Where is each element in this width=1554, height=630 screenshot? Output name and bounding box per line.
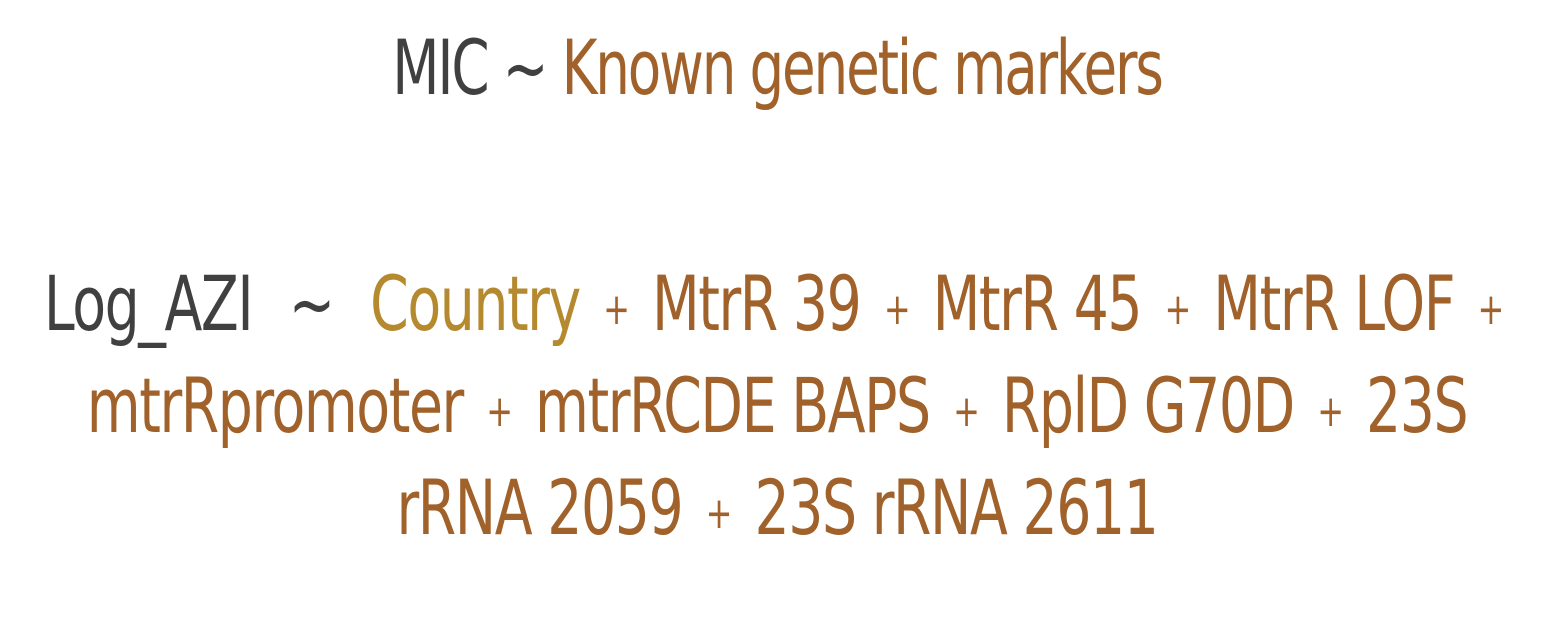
formula-tilde: ~ [288,259,335,348]
plus-sign: + [1317,386,1344,437]
term-rpld-g70d: RplD G70D [1001,361,1295,450]
model-formula: Log_AZI ~ Country + MtrR 39 + MtrR 45 + … [20,256,1534,562]
term-mtrr-45: MtrR 45 [932,259,1143,348]
plus-sign: + [705,488,733,539]
title-rhs: Known genetic markers [561,23,1164,112]
formula-response: Log_AZI [43,259,254,348]
plus-sign: + [603,284,630,335]
slide-title: MIC ~ Known genetic markers [218,18,1337,118]
title-lhs: MIC [392,23,489,112]
term-mtrr-39: MtrR 39 [651,259,862,348]
term-mtrr-lof: MtrR LOF [1213,259,1455,348]
term-23s-rrna-2059: 23S rRNA 2059 [396,361,1469,552]
plus-sign: + [883,284,911,335]
term-23s-rrna-2611: 23S rRNA 2611 [754,463,1158,552]
plus-sign: + [1164,284,1191,335]
title-tilde: ~ [502,23,549,112]
plus-sign: + [486,386,513,437]
plus-sign: + [953,386,980,437]
term-mtrr-promoter: mtrRpromoter [86,361,465,450]
term-country: Country [370,259,581,348]
term-mtrrcde-baps: mtrRCDE BAPS [535,361,931,450]
plus-sign: + [1477,284,1505,335]
